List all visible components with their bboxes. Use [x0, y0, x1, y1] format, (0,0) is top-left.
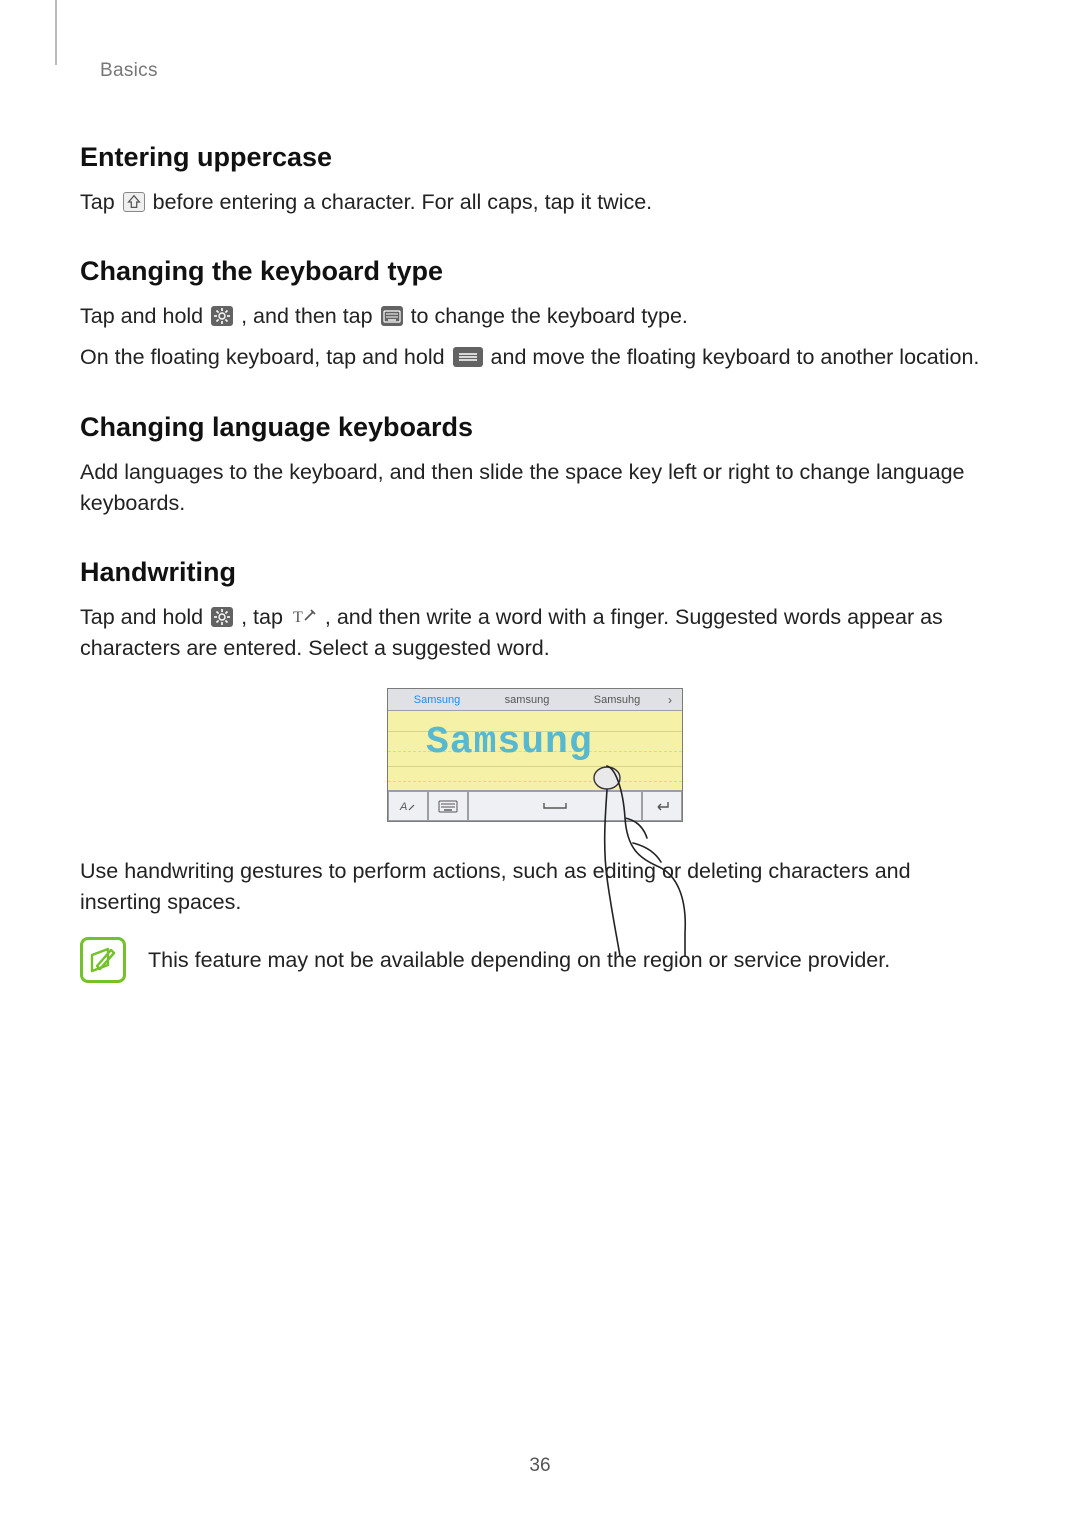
breadcrumb: Basics: [100, 60, 990, 82]
text: to change the keyboard type.: [411, 304, 688, 328]
note-row: This feature may not be available depend…: [80, 937, 990, 983]
para-uppercase: Tap before entering a character. For all…: [80, 187, 990, 218]
svg-text:A: A: [399, 801, 407, 813]
heading-handwriting: Handwriting: [80, 557, 990, 588]
page-number: 36: [0, 1455, 1080, 1477]
text: , tap: [241, 605, 289, 629]
keyboard-key[interactable]: [428, 791, 468, 821]
drag-handle-icon: [453, 347, 483, 367]
text: , and then write a word with a finger. S…: [80, 605, 943, 660]
suggestion-2[interactable]: samsung: [482, 694, 572, 706]
write-rule: [388, 766, 682, 767]
page: Basics Entering uppercase Tap before ent…: [0, 0, 1080, 1527]
note-text: This feature may not be available depend…: [148, 937, 890, 976]
mode-key[interactable]: A: [388, 791, 428, 821]
handwritten-text: Samsung: [426, 721, 593, 764]
space-key[interactable]: [468, 791, 642, 821]
text: Tap and hold: [80, 304, 209, 328]
handwriting-area[interactable]: Samsung: [388, 711, 682, 791]
content: Entering uppercase Tap before entering a…: [80, 142, 990, 983]
key-row: A: [388, 791, 682, 821]
svg-text:T: T: [293, 609, 303, 626]
handwriting-figure: Samsung samsung Samsuhg › Samsung: [80, 688, 990, 822]
text: , and then tap: [241, 304, 378, 328]
shift-icon: [123, 192, 145, 212]
page-side-rule: [55, 0, 57, 65]
para-kbtype-1: Tap and hold , and then tap to change th…: [80, 301, 990, 332]
para-hw-2: Use handwriting gestures to perform acti…: [80, 856, 990, 918]
para-kbtype-2: On the floating keyboard, tap and hold a…: [80, 342, 990, 373]
keyboard-type-icon: [381, 306, 403, 326]
suggestion-row: Samsung samsung Samsuhg ›: [388, 689, 682, 711]
gear-icon: [211, 306, 233, 326]
enter-key[interactable]: [642, 791, 682, 821]
suggestion-more-icon[interactable]: ›: [662, 693, 678, 707]
para-lang: Add languages to the keyboard, and then …: [80, 457, 990, 519]
note-icon: [80, 937, 126, 983]
text: Tap: [80, 190, 121, 214]
heading-lang: Changing language keyboards: [80, 412, 990, 443]
text: and move the floating keyboard to anothe…: [491, 345, 980, 369]
heading-uppercase: Entering uppercase: [80, 142, 990, 173]
para-hw-1: Tap and hold , tap T , and then write a …: [80, 602, 990, 664]
text: before entering a character. For all cap…: [153, 190, 653, 214]
handwriting-panel: Samsung samsung Samsuhg › Samsung: [387, 688, 683, 822]
heading-kbtype: Changing the keyboard type: [80, 256, 990, 287]
gear-icon: [211, 607, 233, 627]
suggestion-1[interactable]: Samsung: [392, 694, 482, 706]
write-rule: [388, 781, 682, 782]
text: Tap and hold: [80, 605, 209, 629]
handwriting-panel-wrap: Samsung samsung Samsuhg › Samsung: [387, 688, 683, 822]
suggestion-3[interactable]: Samsuhg: [572, 694, 662, 706]
handwriting-mode-icon: T: [291, 605, 317, 627]
text: On the floating keyboard, tap and hold: [80, 345, 451, 369]
